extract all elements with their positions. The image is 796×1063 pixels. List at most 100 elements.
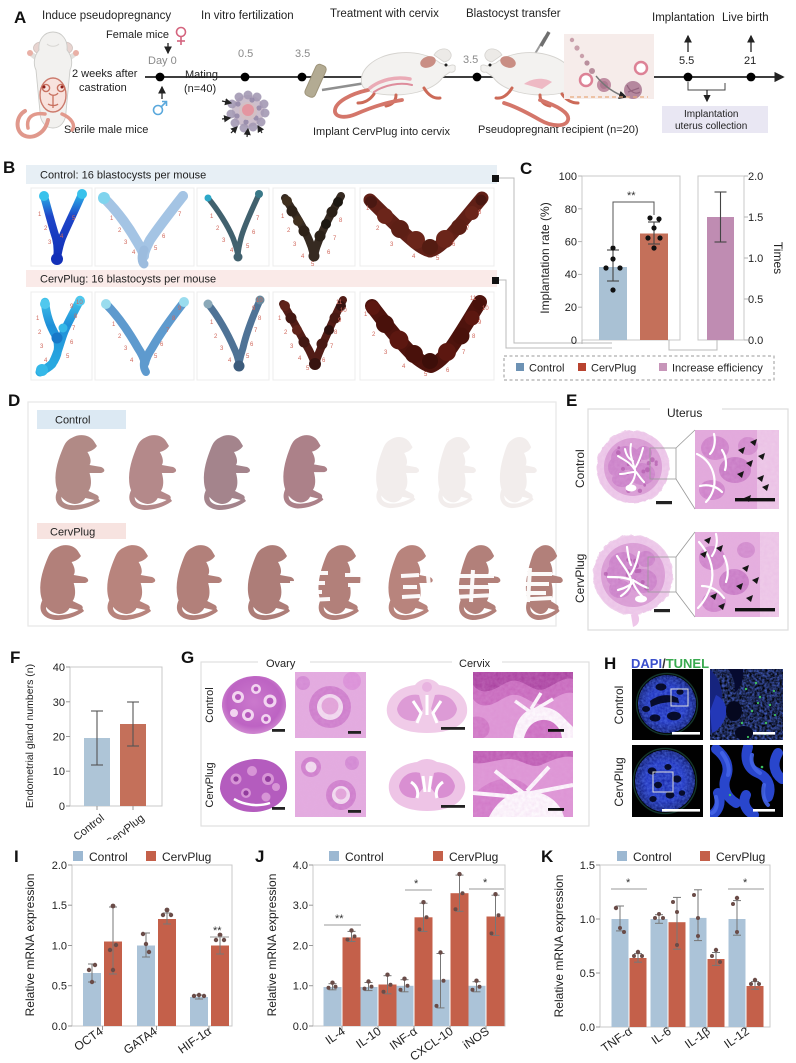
svg-text:In vitro fertilization: In vitro fertilization [201,10,294,22]
svg-text:2: 2 [216,226,220,232]
svg-text:80: 80 [565,204,577,216]
svg-text:1: 1 [210,214,214,220]
svg-text:7: 7 [330,344,334,350]
svg-text:8: 8 [172,316,176,322]
svg-text:1: 1 [38,212,42,218]
svg-text:Live birth: Live birth [722,12,769,24]
svg-text:uterus collection: uterus collection [675,121,747,132]
svg-text:7: 7 [256,216,260,222]
svg-text:6: 6 [327,250,331,256]
svg-text:8: 8 [258,316,262,322]
svg-text:Implant CervPlug into cervix: Implant CervPlug into cervix [313,126,450,138]
svg-text:CervPlug: CervPlug [591,363,636,375]
svg-text:Treatment with cervix: Treatment with cervix [330,8,439,20]
svg-text:Control: Control [612,686,626,725]
svg-text:1.5: 1.5 [748,212,763,224]
svg-text:9: 9 [478,320,482,326]
svg-text:20: 20 [565,302,577,314]
svg-text:8: 8 [478,210,482,216]
svg-text:H: H [604,654,616,673]
svg-text:CervPlug: CervPlug [50,527,95,539]
svg-text:2: 2 [372,332,376,338]
svg-text:IL-10: IL-10 [353,1024,384,1051]
svg-text:1: 1 [110,216,114,222]
svg-text:4: 4 [44,358,48,364]
svg-text:CervPlug: CervPlug [162,850,211,864]
svg-text:2: 2 [376,226,380,232]
svg-text:2: 2 [118,334,122,340]
svg-text:5: 5 [424,372,428,378]
svg-text:3.0: 3.0 [293,900,308,912]
svg-text:1.0: 1.0 [748,253,763,265]
svg-text:4: 4 [230,248,234,254]
svg-text:4: 4 [228,358,232,364]
svg-text:C: C [520,159,532,178]
svg-text:Control: Control [71,812,106,840]
svg-text:*: * [626,877,631,889]
svg-text:1: 1 [278,316,282,322]
svg-text:CervPlug: CervPlug [612,757,626,806]
svg-text:10: 10 [53,766,65,778]
svg-text:Control: Control [55,415,90,427]
svg-text:9: 9 [70,304,74,310]
svg-text:2: 2 [214,334,218,340]
svg-text:0.0: 0.0 [748,335,763,347]
svg-text:CervPlug: 16 blastocysts per m: CervPlug: 16 blastocysts per mouse [40,274,216,286]
svg-text:4: 4 [301,254,305,260]
svg-text:6: 6 [322,358,326,364]
svg-text:(n=40): (n=40) [184,83,216,95]
svg-text:6: 6 [252,230,256,236]
svg-text:Female mice: Female mice [106,29,169,41]
svg-text:CervPlug: CervPlug [573,554,587,603]
svg-text:5: 5 [154,354,158,360]
svg-text:IL-4: IL-4 [323,1024,348,1048]
svg-text:21: 21 [744,55,756,67]
svg-text:1.0: 1.0 [293,981,308,993]
svg-text:Implantation: Implantation [652,12,715,24]
svg-text:5.5: 5.5 [679,55,694,67]
svg-text:2.0: 2.0 [52,860,67,872]
svg-text:Control: Control [529,363,564,375]
svg-text:0.0: 0.0 [580,1022,595,1034]
svg-text:Control: Control [89,850,128,864]
svg-text:10: 10 [340,308,347,314]
svg-text:D: D [8,391,20,410]
svg-text:G: G [181,648,194,667]
svg-text:F: F [10,648,20,667]
svg-text:IL-1β: IL-1β [682,1024,713,1051]
svg-text:5: 5 [306,366,310,372]
svg-text:Uterus: Uterus [667,406,702,420]
svg-text:J: J [255,847,264,866]
svg-text:6: 6 [162,234,166,240]
svg-text:10: 10 [482,306,489,312]
svg-text:Day 0: Day 0 [148,55,177,67]
svg-text:3: 3 [290,344,294,350]
svg-text:3.5: 3.5 [463,54,478,66]
svg-text:Mating: Mating [185,69,218,81]
svg-text:Times: Times [771,242,785,274]
svg-text:5: 5 [246,244,250,250]
svg-text:4.0: 4.0 [293,860,308,872]
svg-text:11: 11 [336,300,343,306]
svg-text:7: 7 [466,226,470,232]
svg-text:1.0: 1.0 [580,914,595,926]
svg-text:**: ** [335,913,344,925]
svg-text:0.5: 0.5 [52,981,67,993]
svg-text:6: 6 [70,340,74,346]
svg-text:2: 2 [44,226,48,232]
svg-text:8: 8 [472,334,476,340]
svg-text:1: 1 [36,316,40,322]
svg-text:Relative mRNA expression: Relative mRNA expression [265,874,279,1017]
svg-text:**: ** [627,190,636,202]
svg-text:5: 5 [72,216,76,222]
svg-text:CervPlug: CervPlug [449,850,498,864]
svg-text:0: 0 [59,801,65,813]
svg-text:30: 30 [53,697,65,709]
svg-text:6: 6 [160,342,164,348]
svg-text:8: 8 [74,314,78,320]
svg-text:Increase efficiency: Increase efficiency [672,363,763,375]
svg-text:*: * [414,878,419,890]
svg-text:4: 4 [412,254,416,260]
svg-text:1: 1 [210,320,214,326]
svg-text:5: 5 [154,246,158,252]
